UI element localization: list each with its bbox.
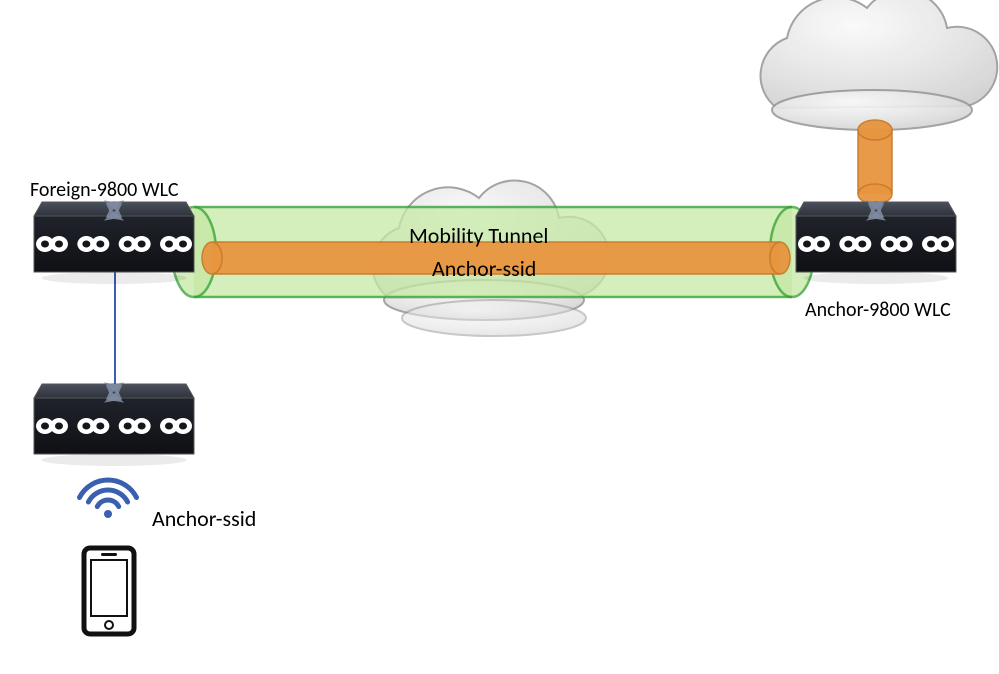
- anchor-wlc-label: Anchor-9800 WLC: [805, 298, 951, 322]
- phone-icon: [84, 548, 134, 634]
- wifi-icon: [79, 480, 136, 518]
- anchor-ssid-label: Anchor-ssid: [152, 505, 256, 532]
- anchor-uplink-pipe: [858, 120, 892, 204]
- cloud-center-front: [402, 300, 586, 336]
- diagram-stage: [0, 0, 999, 674]
- anchor-ssid-tunnel-label: Anchor-ssid: [432, 255, 536, 282]
- cloud-top-right: [761, 0, 998, 130]
- mobility-tunnel-label: Mobility Tunnel: [409, 222, 548, 249]
- anchor-wlc-switch: [796, 196, 956, 284]
- ap-switch: [34, 378, 194, 466]
- foreign-wlc-label: Foreign-9800 WLC: [30, 178, 178, 202]
- foreign-wlc-switch: [34, 196, 194, 284]
